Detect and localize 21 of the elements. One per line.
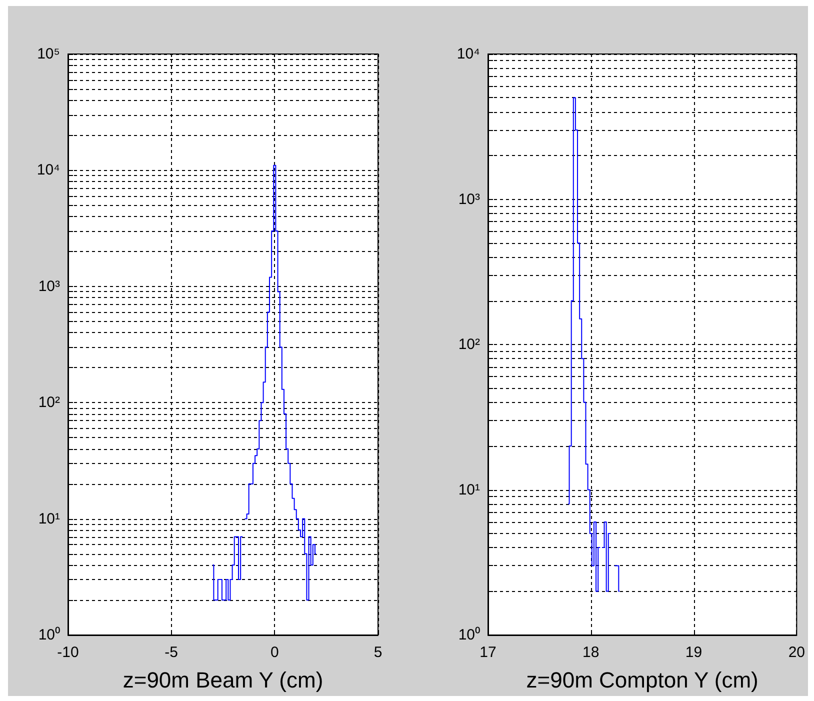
y-tick-label: 10⁴ — [456, 46, 480, 62]
x-tick-label: 0 — [270, 644, 279, 661]
y-tick-label: 10² — [458, 336, 480, 353]
x-tick-label: 19 — [685, 644, 702, 661]
x-tick-label: -5 — [164, 644, 178, 661]
x-tick-label: -10 — [57, 644, 79, 661]
x-axis-title: z=90m Beam Y (cm) — [122, 668, 324, 692]
x-axis-title: z=90m Compton Y (cm) — [526, 668, 758, 692]
y-tick-label: 10⁰ — [458, 626, 480, 644]
x-tick-label: 20 — [788, 644, 805, 661]
y-tick-label: 10³ — [38, 278, 60, 295]
y-tick-label: 10⁰ — [38, 626, 60, 644]
y-tick-label: 10⁴ — [36, 162, 60, 179]
y-tick-label: 10² — [38, 394, 60, 412]
y-tick-label: 10¹ — [38, 510, 60, 528]
y-tick-label: 10¹ — [458, 481, 480, 498]
y-tick-label: 10⁵ — [37, 46, 60, 62]
y-tick-label: 10³ — [458, 190, 480, 208]
x-tick-label: 17 — [480, 644, 496, 661]
x-tick-label: 5 — [374, 644, 382, 661]
x-tick-label: 18 — [582, 644, 600, 661]
